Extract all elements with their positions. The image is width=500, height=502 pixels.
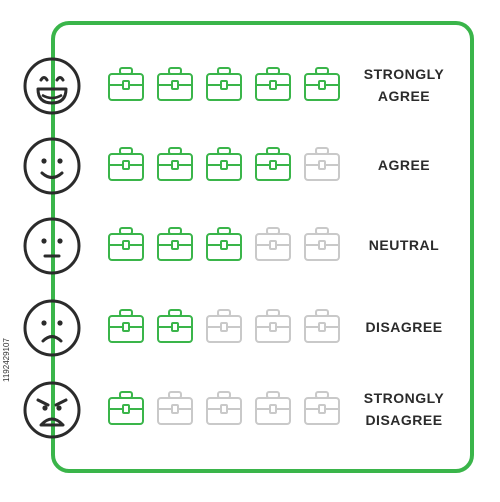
briefcase-empty-icon [253, 224, 293, 264]
rating-label: STRONGLY AGREE [352, 63, 456, 107]
briefcase-filled-icon [155, 144, 195, 184]
rating-row: DISAGREE [0, 288, 500, 368]
briefcase-filled-icon [204, 64, 244, 104]
briefcase-filled-icon [155, 306, 195, 346]
rating-label-line2: DISAGREE [365, 412, 443, 428]
briefcase-empty-icon [302, 224, 342, 264]
briefcase-filled-icon [204, 224, 244, 264]
briefcase-rating [106, 144, 346, 188]
briefcase-empty-icon [302, 306, 342, 346]
briefcase-rating [106, 388, 346, 432]
briefcase-filled-icon [106, 64, 146, 104]
rating-label-line1: DISAGREE [365, 319, 443, 335]
rating-row: STRONGLY DISAGREE [0, 370, 500, 450]
briefcase-rating [106, 224, 346, 268]
rating-row: AGREE [0, 126, 500, 206]
briefcase-empty-icon [253, 306, 293, 346]
rating-row: STRONGLY AGREE [0, 46, 500, 126]
rating-label: STRONGLY DISAGREE [352, 387, 456, 431]
briefcase-filled-icon [302, 64, 342, 104]
rating-label: DISAGREE [352, 316, 456, 338]
sad-face-icon [22, 298, 82, 358]
stock-id-text: 1192429107 [2, 338, 11, 382]
rating-label-line1: STRONGLY [363, 390, 445, 406]
briefcase-filled-icon [106, 306, 146, 346]
rating-label-line1: AGREE [377, 157, 431, 173]
briefcase-empty-icon [155, 388, 195, 428]
stock-id-watermark: 1192429107 [2, 262, 16, 502]
very-happy-face-icon [22, 56, 82, 116]
briefcase-empty-icon [302, 144, 342, 184]
briefcase-filled-icon [106, 224, 146, 264]
briefcase-empty-icon [204, 306, 244, 346]
briefcase-filled-icon [106, 144, 146, 184]
briefcase-filled-icon [253, 64, 293, 104]
briefcase-empty-icon [253, 388, 293, 428]
rating-label-line1: STRONGLY [363, 66, 445, 82]
briefcase-filled-icon [155, 64, 195, 104]
briefcase-rating [106, 64, 346, 108]
neutral-face-icon [22, 216, 82, 276]
angry-face-icon [22, 380, 82, 440]
rating-label: NEUTRAL [352, 234, 456, 256]
briefcase-filled-icon [106, 388, 146, 428]
briefcase-filled-icon [253, 144, 293, 184]
rating-label-line1: NEUTRAL [368, 237, 440, 253]
briefcase-filled-icon [155, 224, 195, 264]
rating-label: AGREE [352, 154, 456, 176]
briefcase-empty-icon [302, 388, 342, 428]
briefcase-filled-icon [204, 144, 244, 184]
smiling-face-icon [22, 136, 82, 196]
rating-label-line2: AGREE [377, 88, 431, 104]
briefcase-empty-icon [204, 388, 244, 428]
rating-row: NEUTRAL [0, 206, 500, 286]
briefcase-rating [106, 306, 346, 350]
